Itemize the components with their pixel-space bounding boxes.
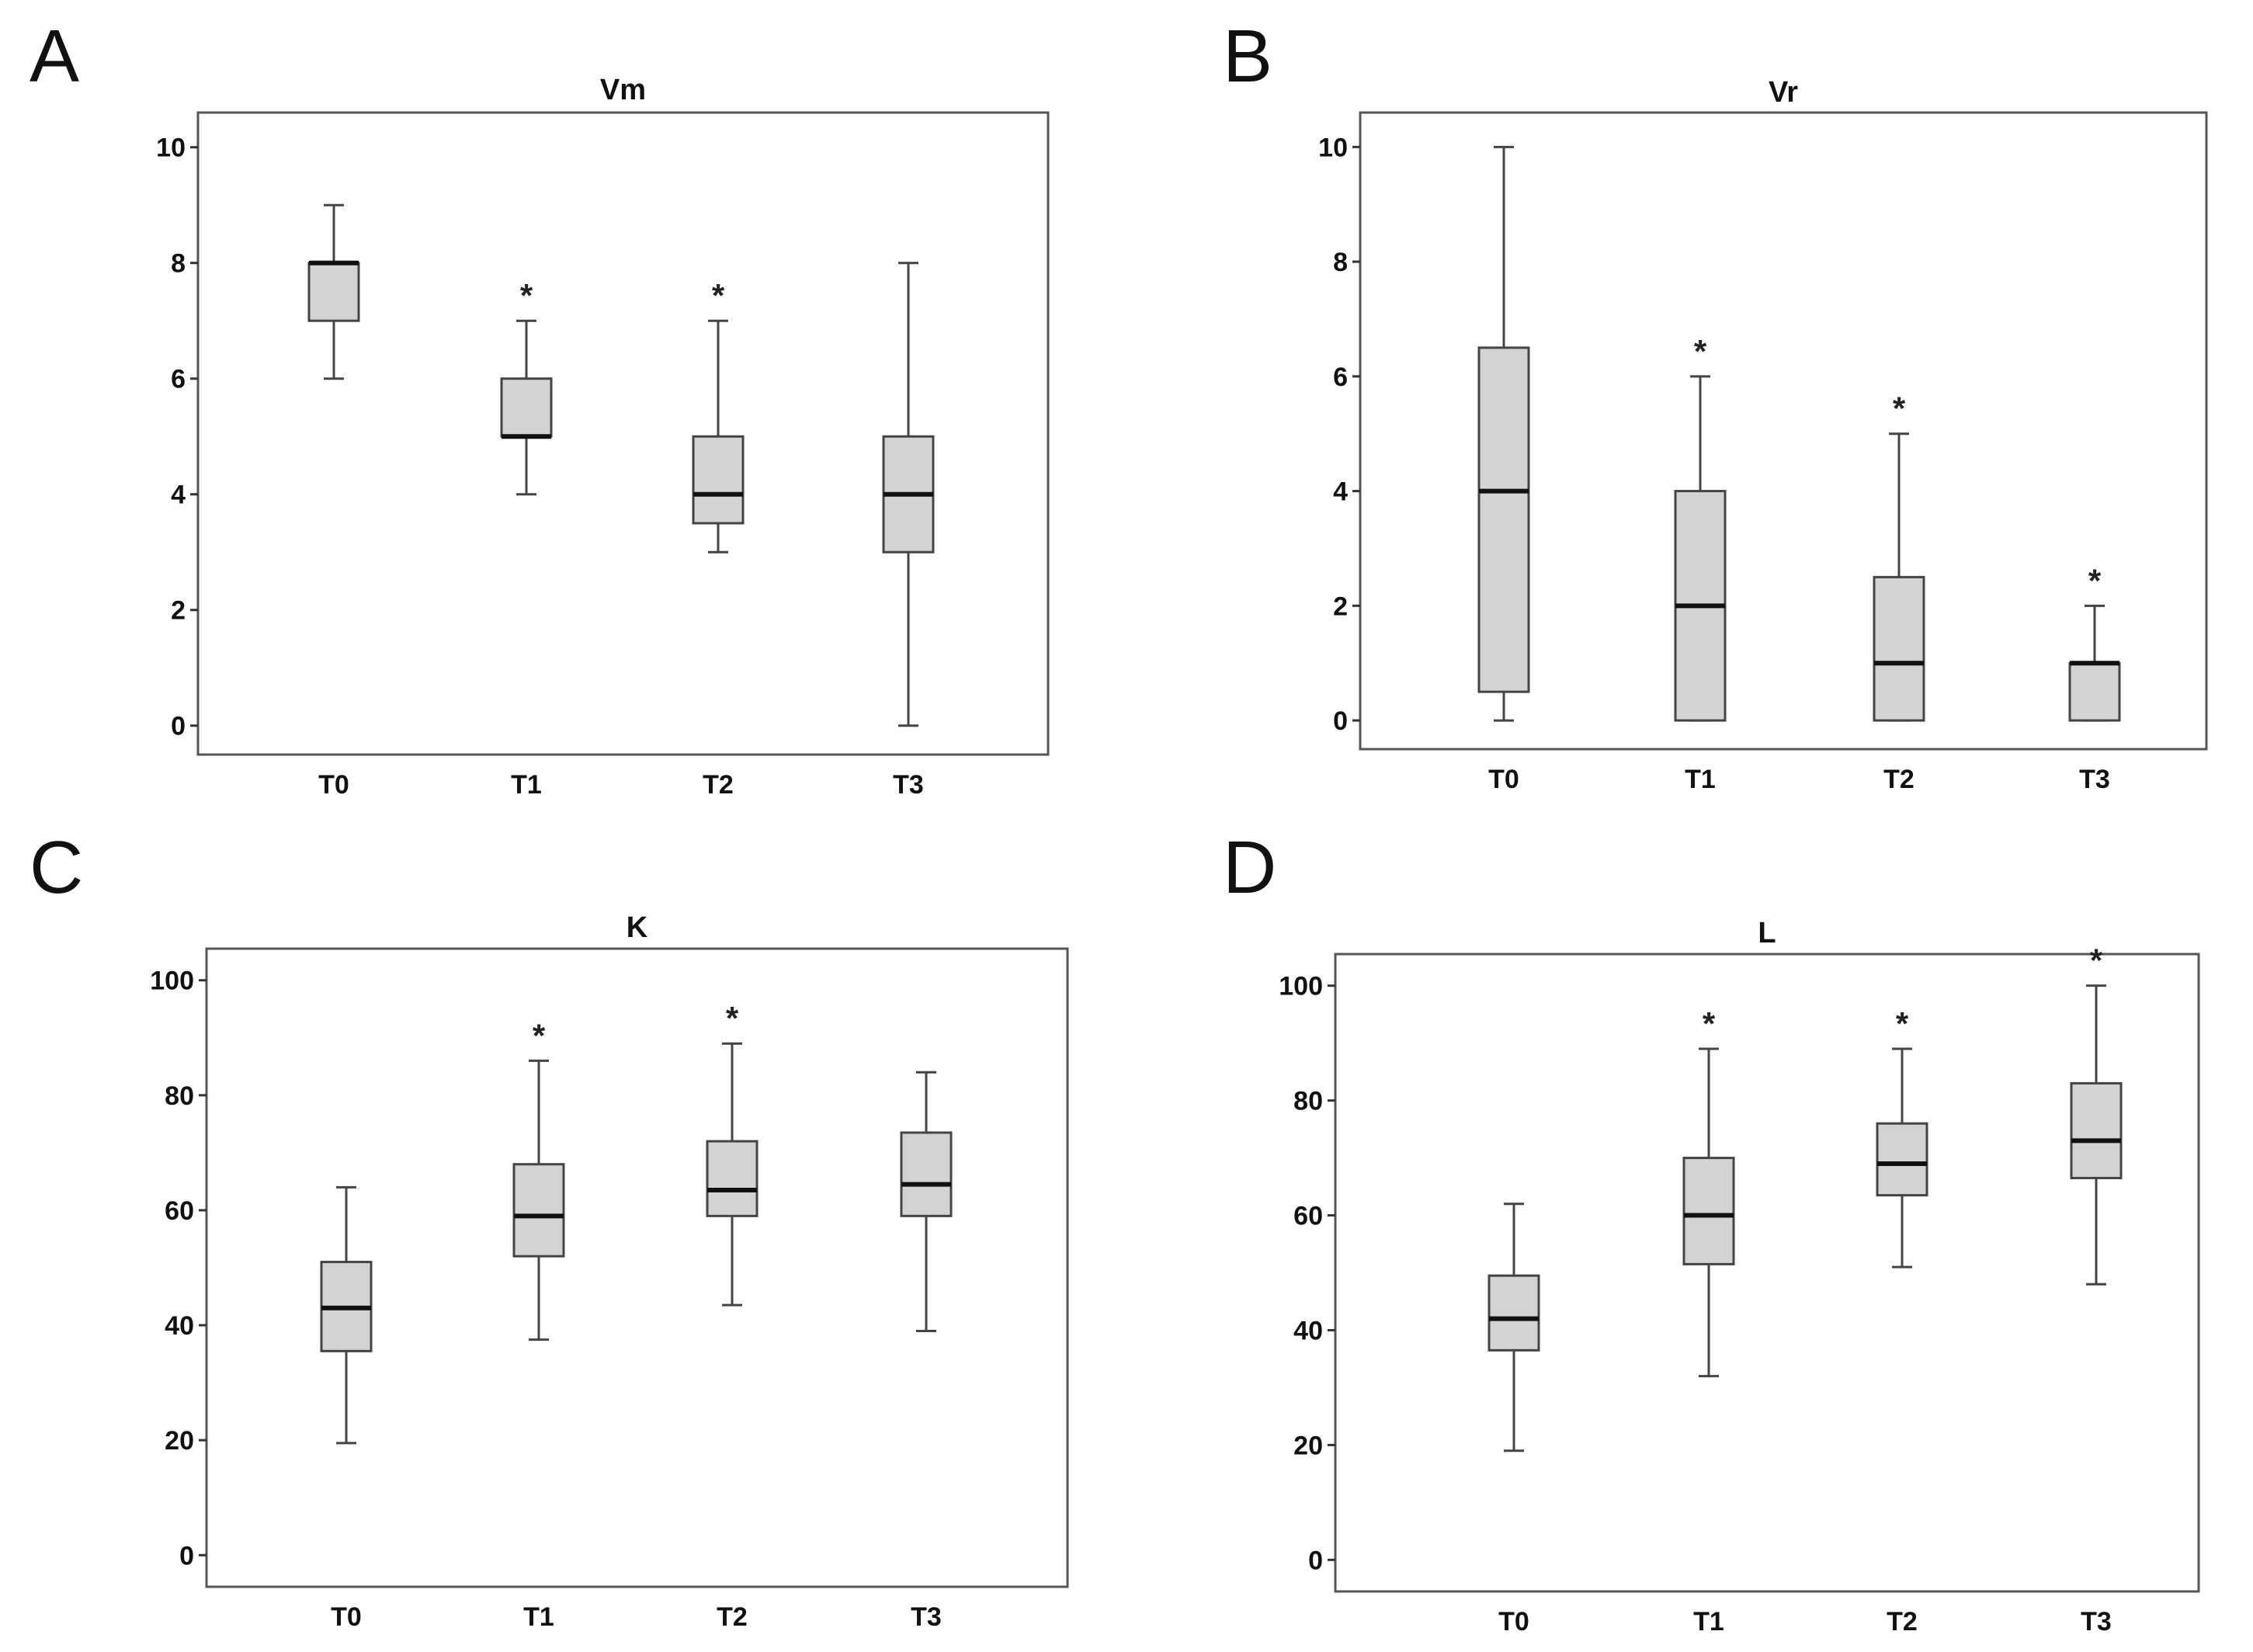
- x-tick-label: T3: [2081, 1607, 2112, 1636]
- chart-title: K: [627, 911, 648, 944]
- significance-asterisk: *: [2090, 942, 2103, 979]
- y-tick-label: 8: [1333, 248, 1348, 277]
- y-tick-label: 2: [171, 596, 186, 626]
- y-tick-label: 0: [171, 712, 186, 741]
- y-tick-label: 0: [1308, 1546, 1323, 1575]
- panel-letter: C: [30, 826, 83, 909]
- significance-asterisk: *: [712, 277, 725, 314]
- y-tick-label: 4: [171, 481, 186, 510]
- y-tick-label: 100: [1279, 972, 1323, 1001]
- y-tick-label: 40: [165, 1311, 194, 1341]
- significance-asterisk: *: [520, 277, 533, 314]
- x-tick-label: T1: [511, 770, 542, 800]
- x-tick-label: T2: [1887, 1607, 1918, 1636]
- y-tick-label: 20: [165, 1426, 194, 1456]
- y-tick-label: 80: [165, 1081, 194, 1111]
- chart-title: Vm: [600, 74, 646, 106]
- box-t3: *: [2068, 562, 2121, 722]
- box-t2: *: [1876, 1005, 1928, 1268]
- x-tick-label: T2: [1883, 765, 1915, 794]
- chart-title: Vr: [1769, 76, 1798, 109]
- panel-d: D L 0 20 40 60 80 100 * * * T0 T1 T2 T3: [1223, 826, 2200, 1636]
- x-tick-label: T3: [911, 1602, 942, 1632]
- y-tick-label: 8: [171, 249, 186, 279]
- significance-asterisk: *: [533, 1017, 546, 1053]
- y-tick-label: 100: [150, 967, 194, 996]
- x-tick-label: T1: [1693, 1607, 1724, 1636]
- significance-asterisk: *: [1896, 1005, 1909, 1042]
- iqr-box: [1477, 346, 1530, 693]
- box-t1: *: [1674, 333, 1727, 722]
- iqr-box: [1873, 575, 1925, 722]
- x-tick-label: T1: [1685, 765, 1716, 794]
- box-t0: [1477, 145, 1530, 722]
- box-t1: *: [500, 277, 553, 496]
- panel-letter: A: [30, 15, 79, 98]
- plot-frame: [205, 947, 1069, 1588]
- iqr-box: [1488, 1274, 1540, 1352]
- y-tick-label: 0: [179, 1541, 194, 1570]
- significance-asterisk: *: [1694, 333, 1707, 370]
- panel-c: C K 0 20 40 60 80 100 * * T0 T1 T2 T3: [30, 826, 1069, 1632]
- x-tick-label: T0: [1498, 1607, 1529, 1636]
- box-t1: *: [1682, 1005, 1735, 1378]
- x-tick-label: T2: [717, 1602, 748, 1632]
- box-t2: *: [692, 277, 745, 554]
- iqr-box: [1876, 1122, 1928, 1197]
- y-tick-label: 40: [1293, 1316, 1323, 1345]
- plot-frame: [1359, 111, 2208, 751]
- panel-letter: D: [1223, 826, 1276, 909]
- significance-asterisk: *: [1703, 1005, 1716, 1042]
- y-tick-label: 10: [156, 134, 186, 163]
- x-tick-label: T2: [703, 770, 734, 800]
- y-tick-label: 60: [1293, 1202, 1323, 1231]
- iqr-box: [2070, 1081, 2123, 1179]
- y-tick-label: 10: [1318, 133, 1348, 162]
- plot-frame: [196, 111, 1050, 756]
- x-tick-label: T0: [331, 1602, 362, 1632]
- y-tick-label: 6: [171, 365, 186, 394]
- panel-b: B Vr 0 2 4 6 8 10 * * * T0 T1 T2 T3: [1223, 15, 2208, 794]
- iqr-box: [512, 1163, 565, 1258]
- significance-asterisk: *: [1893, 390, 1906, 427]
- x-tick-label: T3: [893, 770, 924, 800]
- iqr-box: [307, 262, 360, 322]
- y-tick-label: 4: [1333, 477, 1348, 507]
- box-t2: *: [706, 1000, 759, 1307]
- box-t1: *: [512, 1017, 565, 1341]
- iqr-box: [500, 377, 553, 438]
- y-tick-label: 2: [1333, 592, 1348, 621]
- y-tick-label: 80: [1293, 1087, 1323, 1116]
- iqr-box: [1682, 1157, 1735, 1265]
- iqr-box: [706, 1140, 759, 1217]
- box-t0: [1488, 1203, 1540, 1452]
- x-tick-label: T1: [523, 1602, 554, 1632]
- box-t2: *: [1873, 390, 1925, 722]
- box-t3: *: [2070, 942, 2123, 1286]
- box-t3: [900, 1071, 953, 1332]
- y-tick-label: 6: [1333, 363, 1348, 392]
- iqr-box: [692, 435, 745, 525]
- plot-frame: [1334, 953, 2200, 1593]
- iqr-box: [900, 1131, 953, 1217]
- significance-asterisk: *: [2088, 562, 2102, 599]
- x-tick-label: T3: [2079, 765, 2110, 794]
- y-tick-label: 20: [1293, 1431, 1323, 1460]
- x-tick-label: T0: [1488, 765, 1519, 794]
- box-t0: [307, 203, 360, 380]
- panel-a: A Vm 0 2 4 6 8 10 * * T0 T1 T2 T3: [30, 15, 1050, 800]
- chart-title: L: [1758, 917, 1776, 949]
- box-t0: [320, 1185, 373, 1445]
- significance-asterisk: *: [726, 1000, 739, 1036]
- y-tick-label: 0: [1333, 706, 1348, 736]
- box-t3: [882, 262, 935, 727]
- panel-letter: B: [1223, 15, 1272, 98]
- x-tick-label: T0: [318, 770, 349, 800]
- iqr-box: [2068, 661, 2121, 722]
- y-tick-label: 60: [165, 1196, 194, 1226]
